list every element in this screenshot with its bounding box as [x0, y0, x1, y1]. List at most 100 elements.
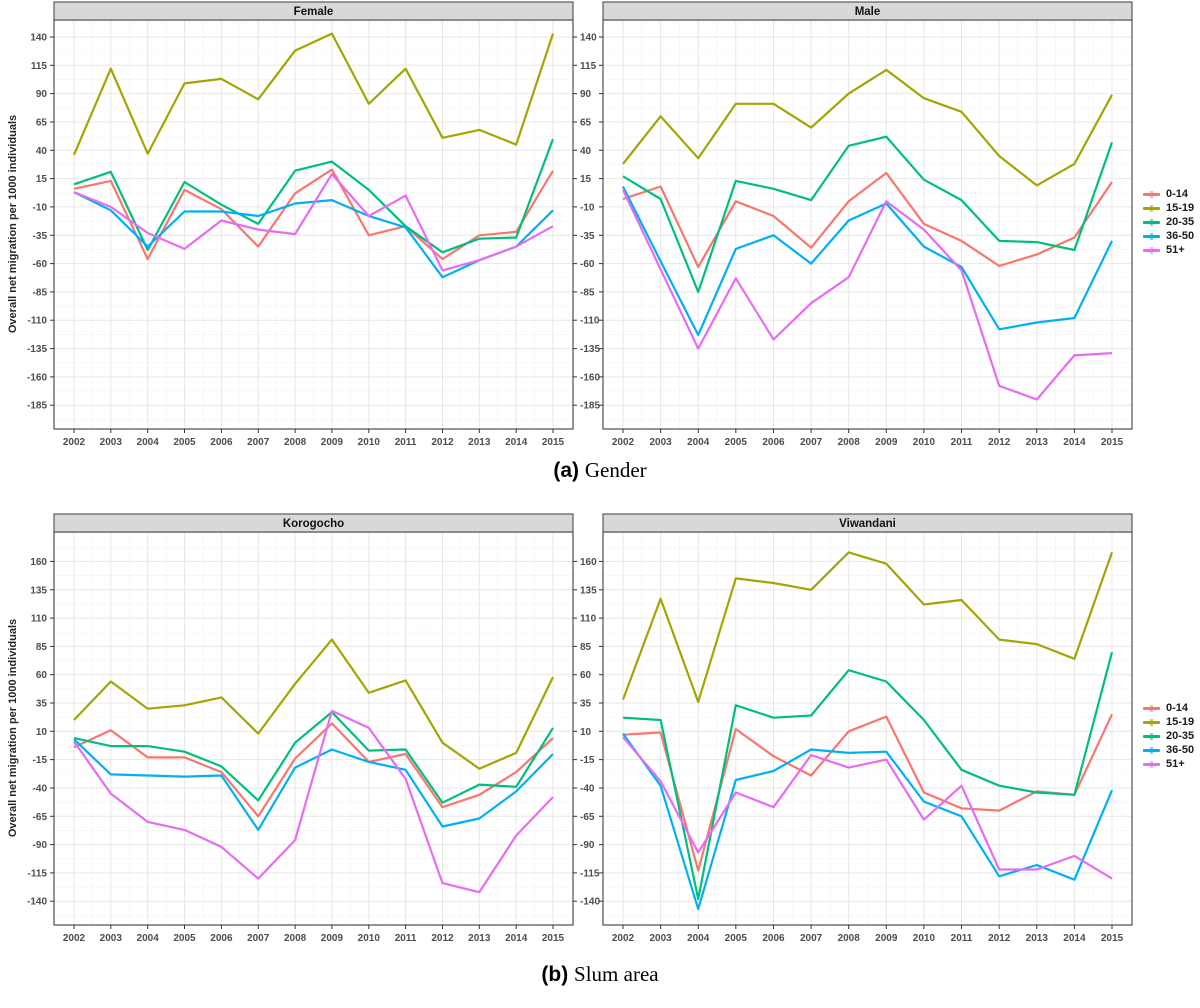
legend-label: 15-19	[1166, 202, 1195, 214]
facet-strip	[602, 1, 1133, 21]
x-tick-label: 2011	[951, 437, 973, 448]
y-tick-label-right: -35	[580, 231, 595, 242]
panel-viwandani: Viwandani 2002 2003 2004 2005 2006 2007 2008 200…	[599, 513, 1133, 944]
y-tick-label: 65	[36, 118, 48, 129]
y-tick-label: -65	[33, 812, 48, 823]
caption-b-text: Slum area	[574, 962, 659, 986]
y-tick-label-right: 60	[580, 670, 592, 681]
x-tick-label: 2008	[838, 933, 861, 944]
y-tick-label: -115	[28, 868, 48, 879]
legend-entry-51+: 51+	[1143, 245, 1194, 256]
caption-b-label: (b)	[541, 963, 569, 986]
x-tick-label: 2015	[542, 437, 565, 448]
legend-key-icon	[1143, 247, 1160, 254]
y-tick-label-right: -85	[580, 287, 595, 298]
x-tick-label: 2006	[762, 437, 785, 448]
legend-label: 20-35	[1166, 730, 1195, 742]
y-tick-label-right: -15	[580, 755, 595, 766]
y-tick-label-right: -115	[580, 868, 600, 879]
facet-title: Female	[294, 6, 334, 18]
legend-label: 36-50	[1166, 744, 1195, 756]
caption-a-text: Gender	[584, 458, 647, 482]
legend-key-icon	[1143, 719, 1160, 726]
x-tick-label: 2003	[100, 437, 123, 448]
x-tick-label: 2009	[321, 933, 344, 944]
y-tick-label-right: -65	[580, 812, 595, 823]
series-line-0-14	[73, 168, 554, 261]
y-tick-label-right: 110	[580, 614, 597, 625]
y-tick-label: 40	[36, 146, 48, 157]
x-tick-label: 2006	[210, 933, 233, 944]
series-line-15-19	[621, 551, 1114, 703]
x-tick-label: 2015	[1101, 933, 1124, 944]
facet-strip	[53, 1, 574, 21]
series-line-20-35	[73, 138, 555, 254]
facet-strip	[602, 513, 1133, 533]
series-line-36-50	[73, 738, 554, 831]
legend-key-icon	[1143, 705, 1160, 712]
y-tick-label: -90	[33, 840, 48, 851]
x-tick-label: 2008	[838, 437, 861, 448]
x-tick-label: 2005	[173, 933, 196, 944]
panel-female: Female 140 140 115 115 90 90 65 65 40 40 15 15 -10 -10…	[27, 1, 600, 448]
legend-key-icon	[1143, 761, 1160, 768]
legend-label: 15-19	[1166, 716, 1195, 728]
x-tick-label: 2007	[247, 933, 270, 944]
x-tick-label: 2010	[913, 437, 936, 448]
x-tick-label: 2011	[395, 933, 417, 944]
legend-entry-0-14: 0-14	[1143, 703, 1194, 714]
y-tick-label-right: 90	[580, 89, 592, 100]
x-tick-label: 2014	[505, 437, 528, 448]
legend-key-icon	[1143, 233, 1160, 240]
y-tick-label-right: 135	[580, 585, 597, 596]
series-line-51+	[622, 736, 1113, 880]
x-tick-label: 2007	[247, 437, 270, 448]
y-tick-label: 90	[36, 89, 48, 100]
x-tick-label: 2011	[395, 437, 417, 448]
x-tick-label: 2014	[1063, 933, 1086, 944]
x-tick-label: 2013	[468, 437, 491, 448]
legend-label: 0-14	[1166, 188, 1189, 200]
legend-key-icon	[1143, 747, 1160, 754]
y-tick-label: -185	[27, 401, 47, 412]
y-tick-label: 15	[36, 174, 48, 185]
x-tick-label: 2015	[542, 933, 565, 944]
series-line-51+	[73, 709, 554, 894]
y-tick-label: -60	[33, 259, 48, 270]
legend-key-icon	[1143, 733, 1160, 740]
series-line-20-35	[622, 651, 1114, 901]
y-tick-label-right: 160	[580, 557, 597, 568]
legend-key-icon	[1143, 205, 1160, 212]
legend-label: 20-35	[1166, 216, 1195, 228]
y-tick-label-right: 65	[580, 118, 592, 129]
y-tick-label: -140	[27, 897, 47, 908]
series-line-51+	[622, 189, 1113, 401]
x-tick-label: 2010	[358, 437, 381, 448]
y-tick-label-right: 85	[580, 642, 592, 653]
x-tick-label: 2004	[137, 437, 160, 448]
x-tick-label: 2006	[210, 437, 233, 448]
y-tick-label: 60	[36, 670, 48, 681]
x-tick-label: 2008	[284, 437, 307, 448]
x-tick-label: 2010	[358, 933, 381, 944]
facet-title: Korogocho	[283, 518, 344, 530]
x-tick-label: 2008	[284, 933, 307, 944]
y-tick-label: -15	[33, 755, 48, 766]
y-tick-label: 140	[30, 33, 47, 44]
y-tick-label: -160	[27, 372, 47, 383]
series-line-36-50	[622, 186, 1113, 337]
legend-label: 51+	[1166, 244, 1185, 256]
legend-key-icon	[1143, 191, 1160, 198]
series-line-0-14	[622, 171, 1113, 269]
y-tick-label-right: -90	[580, 840, 595, 851]
y-tick-label-right: -185	[580, 401, 600, 412]
y-tick-label: -135	[27, 344, 47, 355]
y-tick-label-right: -160	[580, 372, 600, 383]
legend-entry-0-14: 0-14	[1143, 189, 1194, 200]
caption-a-label: (a)	[553, 459, 579, 482]
series-line-15-19	[622, 68, 1113, 187]
legend-entry-51+: 51+	[1143, 759, 1194, 770]
x-tick-label: 2006	[762, 933, 785, 944]
x-tick-label: 2003	[649, 933, 672, 944]
x-tick-label: 2013	[1026, 933, 1049, 944]
